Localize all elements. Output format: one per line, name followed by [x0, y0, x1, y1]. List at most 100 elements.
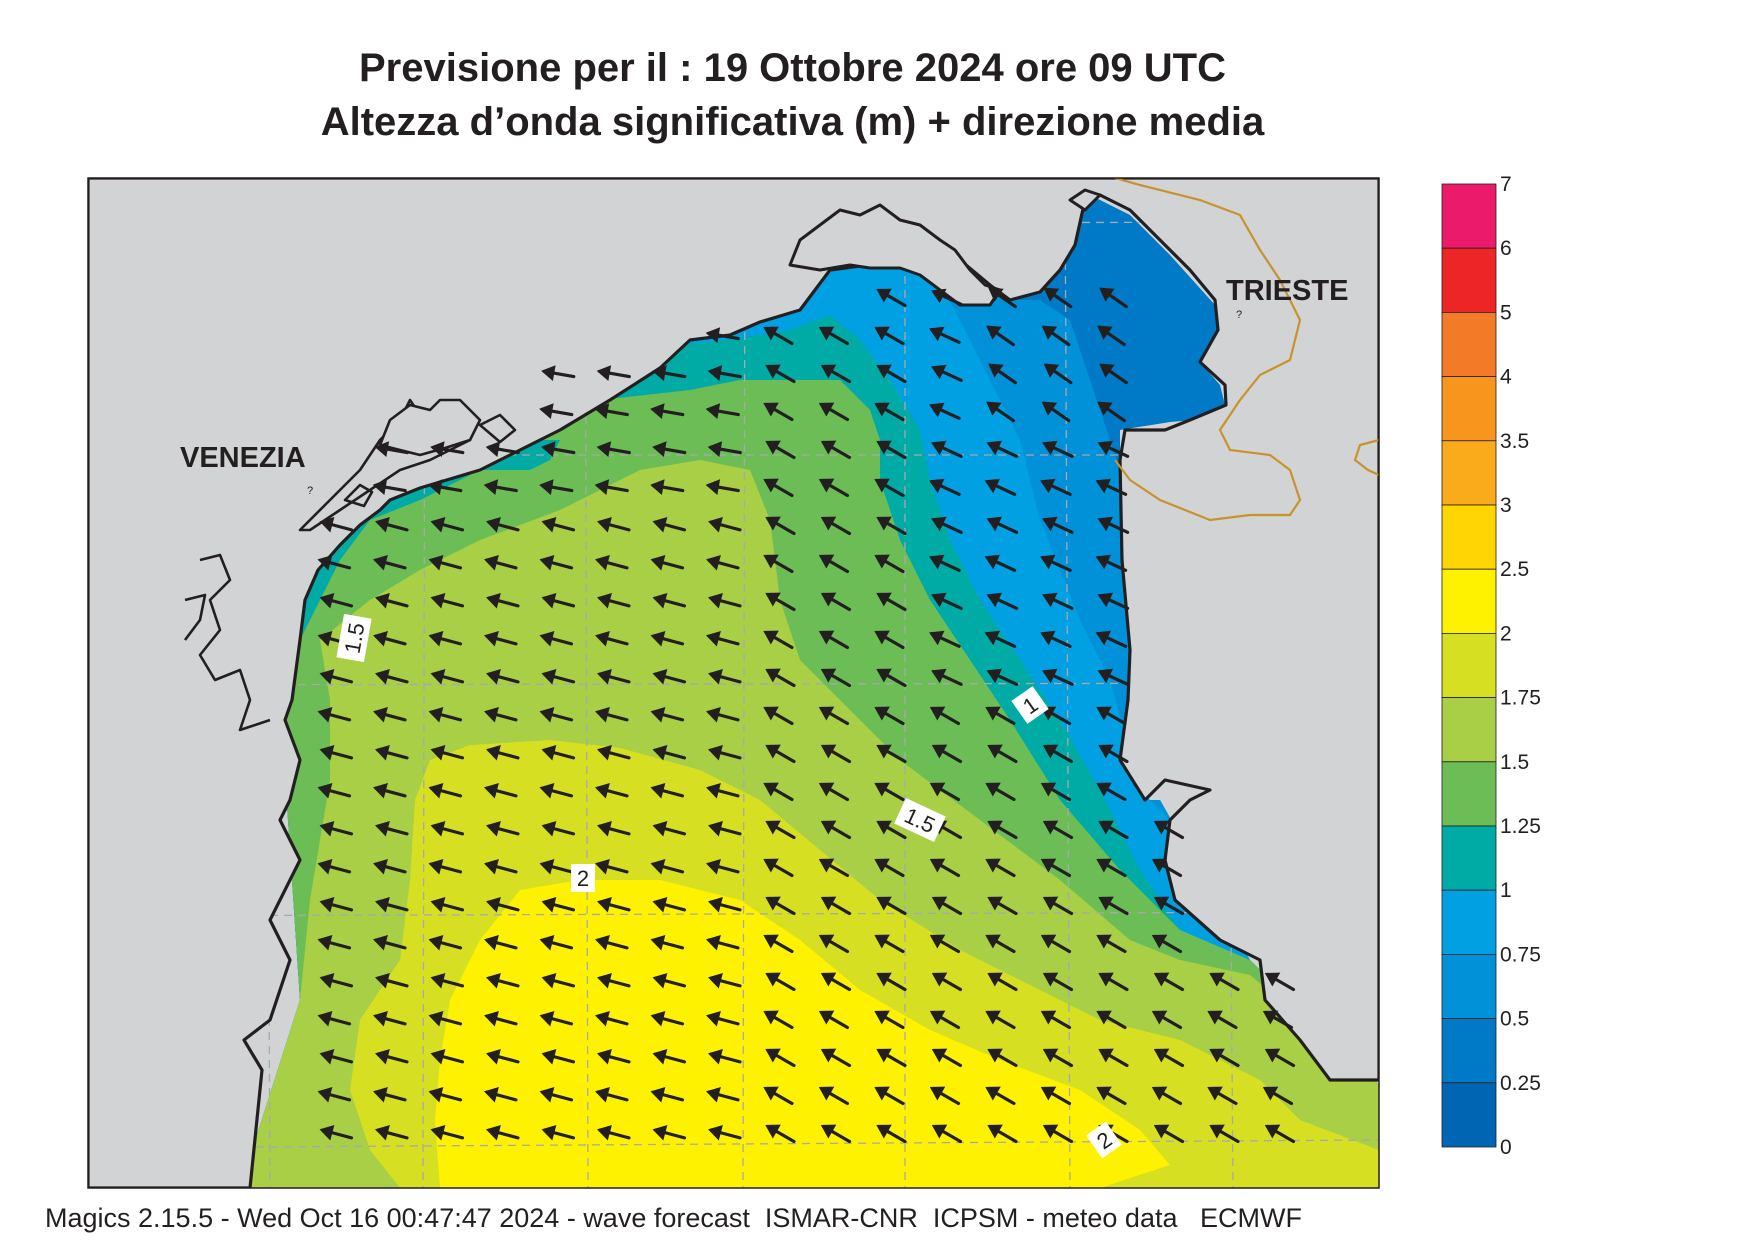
direction-arrow-head [317, 631, 333, 647]
direction-arrow-head [876, 440, 892, 455]
direction-arrow-head [652, 669, 668, 685]
legend-swatch [1441, 183, 1497, 249]
direction-arrow-head [765, 440, 781, 455]
direction-arrow-head [541, 1125, 557, 1141]
direction-arrow-head [931, 972, 948, 987]
direction-arrow-head [763, 478, 779, 493]
direction-arrow-head [652, 1049, 668, 1065]
direction-arrow-head [539, 479, 554, 496]
direction-arrow-head [652, 897, 668, 913]
legend-tick-label: 7 [1500, 173, 1512, 196]
direction-arrow-head [541, 821, 557, 837]
direction-arrow-head [484, 859, 499, 875]
direction-arrow-head [876, 592, 892, 607]
direction-arrow-head [1040, 1010, 1057, 1025]
direction-arrow-head [931, 516, 947, 532]
direction-arrow-head [1042, 820, 1059, 835]
direction-arrow-head [929, 402, 945, 418]
color-legend: 7 6 5 4 3.5 3 2.5 2 1.75 1.5 1.25 1 0.75 0.5 0.25 0 [1441, 173, 1541, 1159]
direction-arrow-head [1040, 782, 1057, 797]
direction-arrow-head [874, 630, 890, 645]
direction-arrow-head [986, 668, 1002, 684]
direction-arrow-head [1153, 1124, 1170, 1139]
direction-arrow-head [874, 782, 890, 797]
direction-arrow-head [1098, 896, 1114, 911]
legend-tick-label: 2 [1500, 622, 1512, 645]
direction-arrow-head [1151, 1010, 1168, 1025]
direction-arrow-head [541, 1049, 557, 1065]
direction-arrow-head [874, 554, 890, 569]
direction-arrow-head [985, 706, 1001, 721]
contour-label: 1 [1011, 686, 1049, 724]
direction-arrow-head [486, 669, 501, 685]
direction-arrow-head [539, 631, 555, 647]
direction-arrow-head [818, 630, 835, 645]
forecast-title: Previsione per il : 19 Ottobre 2024 ore … [359, 46, 1226, 90]
direction-arrow-head [596, 441, 612, 458]
direction-arrow-head [1040, 554, 1056, 570]
direction-arrow-head [706, 935, 721, 951]
direction-arrow-head [319, 745, 335, 761]
direction-arrow-head [987, 1124, 1003, 1139]
direction-arrow-head [1096, 782, 1112, 797]
direction-arrow-head [430, 973, 446, 989]
direction-arrow-head [820, 820, 837, 835]
legend-tick-label: 1 [1500, 879, 1512, 902]
legend-tick-label: 1.75 [1500, 687, 1541, 710]
contour-label: 1.5 [336, 613, 372, 663]
direction-arrow-head [373, 783, 388, 799]
direction-arrow-head [375, 973, 390, 989]
direction-arrow-head [484, 783, 499, 799]
direction-arrow-head [375, 745, 390, 761]
direction-arrow-head [428, 479, 443, 496]
direction-arrow-head [650, 859, 666, 875]
direction-arrow-head [763, 858, 779, 873]
direction-arrow-head [539, 1011, 555, 1027]
direction-arrow-head [428, 783, 444, 799]
direction-arrow-head [430, 1049, 446, 1065]
direction-arrow-head [874, 706, 890, 721]
direction-arrow-head [984, 554, 1000, 570]
direction-arrow-head [1098, 820, 1114, 835]
direction-arrow-head [1153, 972, 1170, 987]
direction-arrow-head [986, 440, 1002, 456]
direction-arrow-head [486, 973, 501, 989]
direction-arrow-head [987, 972, 1003, 987]
direction-arrow-head [818, 554, 835, 569]
direction-arrow-head [1151, 1086, 1168, 1101]
direction-arrow-head [373, 1011, 388, 1027]
direction-arrow-head [375, 517, 390, 533]
direction-arrow-head [539, 1087, 555, 1103]
direction-arrow-head [650, 479, 665, 496]
direction-arrow-head [706, 859, 721, 875]
direction-arrow-head [876, 896, 892, 911]
direction-arrow-head [820, 1124, 837, 1139]
direction-arrow-head [652, 365, 667, 382]
direction-arrow-head [820, 668, 837, 683]
direction-arrow-head [541, 517, 557, 533]
direction-arrow-head [876, 288, 892, 303]
direction-arrow-head [820, 516, 837, 531]
contour-label: 2 [571, 864, 595, 892]
legend-tick-label: 0.25 [1500, 1072, 1541, 1095]
direction-arrow-head [541, 593, 557, 609]
direction-arrow-head [595, 1087, 610, 1103]
direction-arrow-head [650, 631, 666, 647]
direction-arrow-head [820, 744, 837, 759]
direction-arrow-head [929, 782, 946, 797]
legend-swatch [1441, 889, 1497, 955]
direction-arrow-head [1042, 896, 1059, 911]
direction-arrow-head [986, 592, 1002, 608]
direction-arrow-head [1042, 440, 1058, 456]
legend-tick-label: 2.5 [1500, 558, 1529, 581]
contour-labels: 1.5 1 1.5 2 2 [336, 613, 1122, 1159]
direction-arrow-head [931, 896, 948, 911]
direction-arrow-head [1153, 896, 1170, 911]
direction-arrow-head [650, 555, 666, 571]
direction-arrow-head [986, 516, 1002, 532]
direction-arrow-head [1264, 1124, 1281, 1139]
direction-arrow-head [372, 479, 388, 496]
direction-arrow-head [1096, 706, 1112, 721]
direction-arrow-head [1153, 1048, 1170, 1063]
direction-arrow-head [597, 593, 612, 609]
